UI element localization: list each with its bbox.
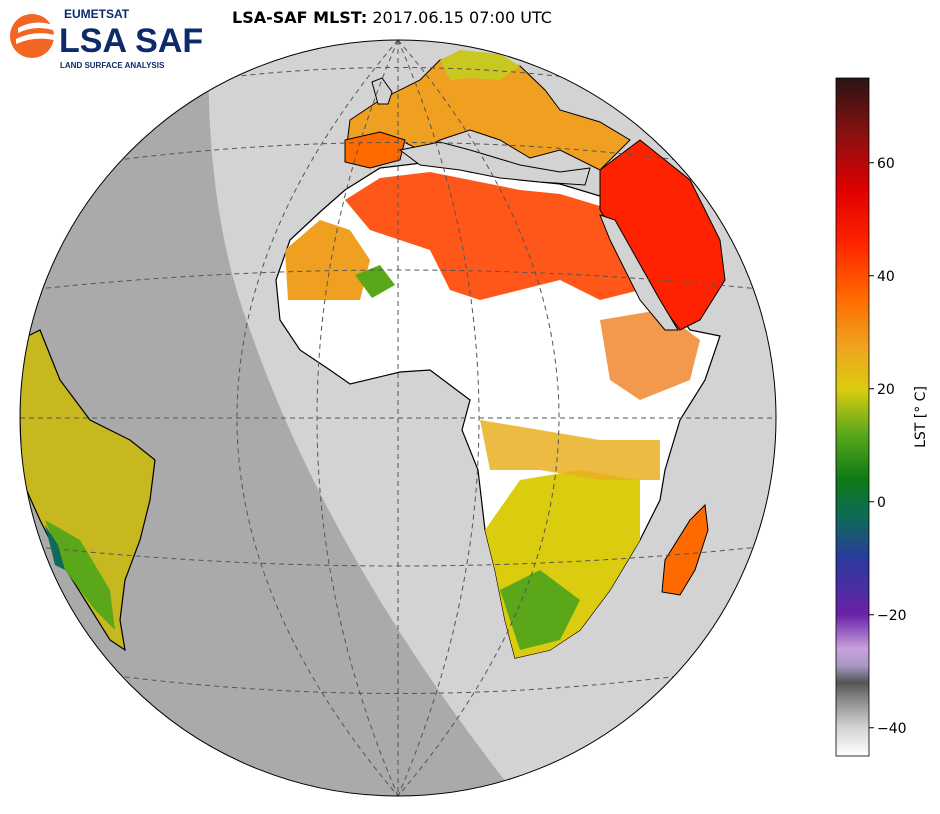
title-separator: : <box>360 8 368 27</box>
lst-south-america-dark <box>45 525 65 570</box>
globe-outline <box>19 39 777 797</box>
lst-globe-map <box>19 39 777 797</box>
colorbar-tick-label: −40 <box>877 721 907 737</box>
lst-sahel-green <box>355 265 395 298</box>
colorbar-tick-label: 0 <box>877 495 886 511</box>
graticule-meridian-e1 <box>397 40 480 796</box>
mediterranean-sea <box>398 141 591 186</box>
graticule-parallel-s2 <box>79 670 717 694</box>
colorbar-tick-label: 40 <box>877 269 895 285</box>
graticule-parallel-n3 <box>169 67 627 86</box>
colorbar: 60 40 20 0 −20 −40 LST [° C] <box>835 77 929 757</box>
graticule-meridian-w2 <box>236 40 399 796</box>
lsa-saf-swirl-icon <box>10 14 58 58</box>
title-product: LSA-SAF MLST <box>232 8 361 27</box>
land-madagascar <box>661 503 709 596</box>
land-south-america <box>20 329 156 652</box>
graticule-meridian-e2 <box>397 40 560 796</box>
title-datetime: 2017.06.15 07:00 UTC <box>372 8 552 27</box>
lsa-saf-logo: EUMETSAT LSA SAF LAND SURFACE ANALYSIS <box>10 7 203 70</box>
colorbar-bar <box>835 77 870 757</box>
colorbar-label: LST [° C] <box>913 386 929 448</box>
lst-sahara-hot <box>345 172 640 300</box>
logo-subtitle-text: LAND SURFACE ANALYSIS <box>60 61 165 70</box>
night-shade <box>20 40 520 796</box>
graticule <box>20 40 776 796</box>
land-iberia <box>344 131 406 169</box>
lst-west-sahel <box>285 220 370 300</box>
figure-title: LSA-SAF MLST: 2017.06.15 07:00 UTC <box>232 8 552 27</box>
lst-south-america-green <box>45 520 115 630</box>
logo-name-text: LSA SAF <box>59 22 203 60</box>
graticule-parallel-n1 <box>27 269 769 291</box>
colorbar-tick-label: −20 <box>877 608 907 624</box>
graticule-meridian-w1 <box>316 40 399 796</box>
graticule-parallel-s1 <box>27 545 769 567</box>
red-sea <box>599 214 679 331</box>
land-europe <box>344 51 631 171</box>
globe-body <box>20 40 776 796</box>
lst-east-africa <box>600 310 700 400</box>
lst-south-africa-green <box>500 570 580 650</box>
logo-org-text: EUMETSAT <box>64 7 130 21</box>
lst-central-africa <box>480 420 660 480</box>
land-british-isles <box>371 77 393 105</box>
land-europe-north <box>440 50 520 80</box>
colorbar-ticks: 60 40 20 0 −20 −40 <box>869 156 907 737</box>
graticule-parallel-n2 <box>79 142 717 166</box>
colorbar-tick-label: 20 <box>877 382 895 398</box>
colorbar-tick-label: 60 <box>877 156 895 172</box>
